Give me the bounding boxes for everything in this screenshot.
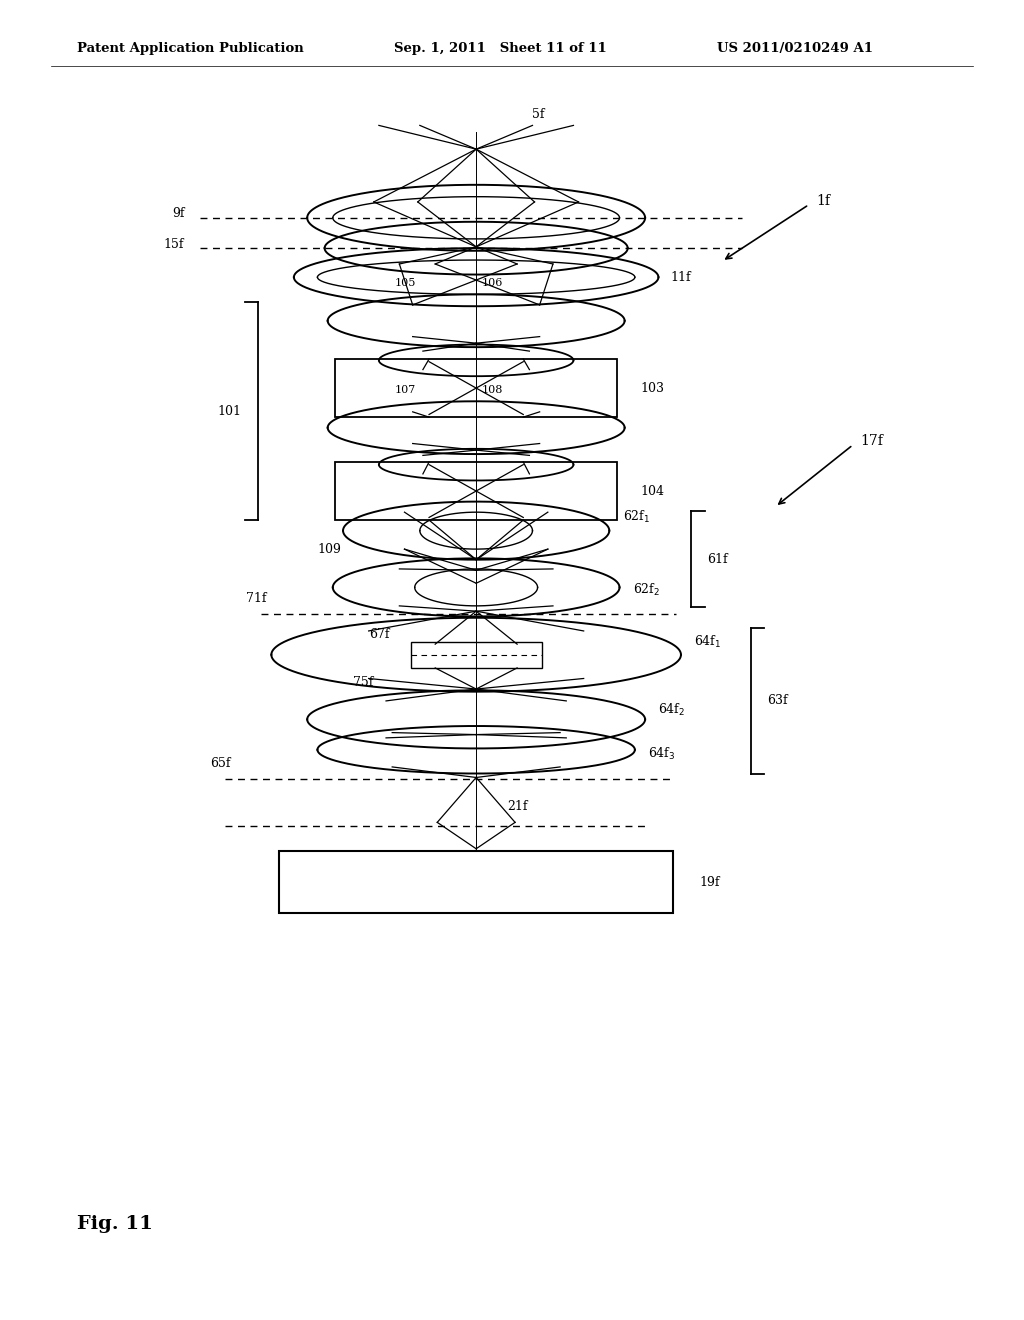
Text: 67f: 67f [369, 628, 389, 642]
Text: 15f: 15f [164, 238, 184, 251]
Text: Sep. 1, 2011   Sheet 11 of 11: Sep. 1, 2011 Sheet 11 of 11 [394, 42, 607, 55]
Text: 65f: 65f [210, 756, 230, 770]
Text: 62f$_2$: 62f$_2$ [633, 582, 660, 598]
Bar [336, 359, 616, 417]
Text: 101: 101 [218, 405, 242, 417]
Text: 63f: 63f [767, 694, 787, 708]
Text: 75f: 75f [353, 676, 374, 689]
Text: 17f: 17f [860, 434, 883, 447]
Text: 9f: 9f [172, 207, 184, 220]
Text: US 2011/0210249 A1: US 2011/0210249 A1 [717, 42, 872, 55]
Text: 64f$_1$: 64f$_1$ [694, 634, 722, 649]
Bar [411, 642, 542, 668]
Text: 11f: 11f [671, 271, 691, 284]
Bar [336, 462, 616, 520]
Text: 105: 105 [394, 277, 416, 288]
Text: 107: 107 [394, 384, 416, 395]
Text: 108: 108 [481, 384, 503, 395]
Text: 106: 106 [481, 277, 503, 288]
Bar [279, 851, 674, 913]
Text: 5f: 5f [532, 108, 545, 121]
Text: 64f$_2$: 64f$_2$ [658, 702, 686, 718]
Text: 64f$_3$: 64f$_3$ [648, 746, 676, 762]
Text: 109: 109 [317, 543, 341, 556]
Text: 61f: 61f [708, 553, 728, 565]
Text: Fig. 11: Fig. 11 [77, 1214, 153, 1233]
Text: 103: 103 [640, 381, 664, 395]
Text: 62f$_1$: 62f$_1$ [623, 510, 650, 525]
Text: 21f: 21f [507, 800, 527, 813]
Text: 1f: 1f [816, 194, 830, 207]
Text: 19f: 19f [699, 876, 720, 888]
Text: Patent Application Publication: Patent Application Publication [77, 42, 303, 55]
Text: 104: 104 [640, 484, 664, 498]
Text: 71f: 71f [246, 591, 266, 605]
